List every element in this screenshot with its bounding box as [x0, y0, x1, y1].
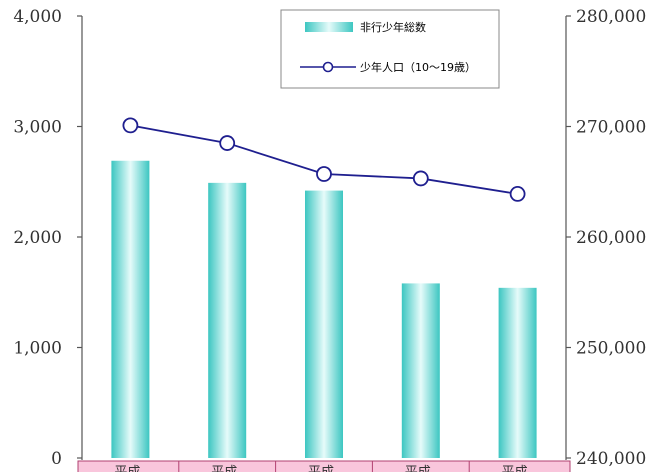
- y-tick-label-right: 270,000: [576, 118, 646, 138]
- bar: [208, 182, 247, 459]
- bar: [401, 283, 440, 458]
- y-tick-label-right: 260,000: [576, 228, 646, 248]
- legend-swatch-bar: [305, 22, 353, 32]
- legend-swatch-marker: [322, 61, 334, 73]
- line-point: [219, 135, 236, 151]
- x-tick-label: 平成: [211, 465, 237, 472]
- category-band: [77, 460, 571, 472]
- y-tick-label-left: 4,000: [13, 7, 62, 27]
- line-point: [412, 170, 429, 187]
- y-tick-label-left: 0: [51, 449, 62, 469]
- x-tick-label: 平成: [308, 465, 334, 472]
- line-point: [316, 166, 332, 182]
- line-point: [509, 186, 526, 202]
- bar: [111, 160, 150, 458]
- y-tick-label-left: 1,000: [13, 339, 62, 359]
- series-line: [130, 124, 518, 195]
- legend-label-line: 少年人口（10～19歳）: [360, 60, 476, 74]
- legend: 非行少年総数 少年人口（10～19歳）: [280, 9, 500, 89]
- y-tick-label-right: 250,000: [576, 339, 646, 359]
- bar: [498, 287, 537, 458]
- y-tick-label-right: 240,000: [576, 449, 646, 469]
- x-tick-label: 平成: [405, 465, 431, 472]
- y-tick-label-left: 3,000: [13, 118, 62, 138]
- bar: [305, 190, 343, 458]
- x-tick-label: 平成: [502, 465, 528, 472]
- y-tick-label-left: 2,000: [13, 228, 62, 248]
- x-tick-label: 平成: [114, 465, 140, 472]
- line-point: [122, 117, 139, 134]
- legend-label-bar: 非行少年総数: [360, 20, 426, 34]
- y-tick-label-right: 280,000: [576, 7, 646, 27]
